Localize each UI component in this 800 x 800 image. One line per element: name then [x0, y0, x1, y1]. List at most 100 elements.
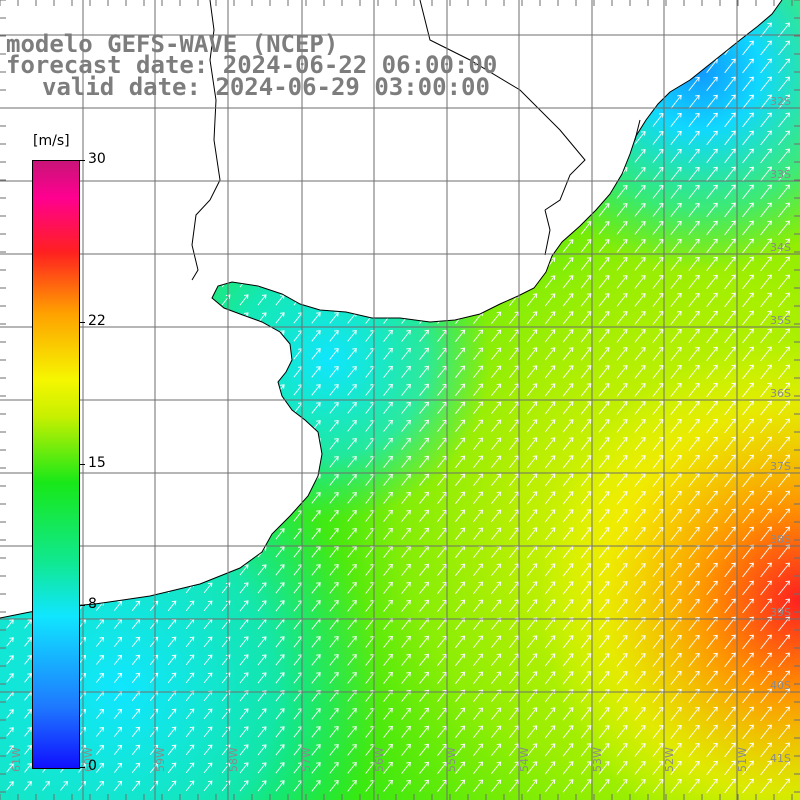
- wind-arrow: [455, 401, 466, 415]
- wind-arrow: [562, 509, 574, 523]
- wind-arrow: [275, 762, 285, 774]
- wind-arrow: [6, 133, 14, 143]
- wind-arrow: [526, 491, 538, 505]
- wind-arrow: [670, 400, 682, 415]
- wind-arrow: [24, 367, 32, 377]
- wind-arrow: [616, 131, 628, 145]
- wind-arrow: [688, 508, 700, 523]
- wind-arrow: [598, 455, 610, 469]
- wind-arrow: [526, 581, 538, 595]
- wind-arrow: [239, 636, 249, 648]
- wind-arrow: [616, 221, 628, 235]
- wind-arrow: [257, 654, 267, 666]
- wind-arrow: [311, 312, 321, 324]
- wind-arrow: [544, 329, 556, 343]
- wind-arrow: [562, 113, 574, 127]
- wind-arrow: [167, 762, 177, 774]
- wind-arrow: [24, 133, 32, 143]
- wind-arrow: [670, 580, 682, 595]
- wind-arrow: [508, 275, 520, 289]
- wind-arrow: [347, 636, 357, 648]
- wind-arrow: [455, 347, 466, 361]
- wind-arrow: [616, 599, 628, 613]
- wind-arrow: [203, 258, 213, 270]
- latitude-label: 38S: [770, 533, 791, 546]
- wind-arrow: [706, 40, 718, 55]
- wind-arrow: [580, 563, 592, 577]
- wind-arrow: [311, 492, 321, 504]
- wind-arrow: [401, 239, 411, 252]
- wind-arrow: [311, 582, 321, 594]
- wind-arrow: [311, 294, 321, 306]
- wind-arrow: [688, 454, 700, 469]
- coastline: [0, 0, 783, 619]
- wind-arrow: [383, 239, 393, 252]
- wind-arrow: [724, 706, 736, 722]
- wind-arrow: [114, 366, 123, 377]
- wind-arrow: [329, 564, 339, 576]
- wind-arrow: [239, 168, 249, 180]
- wind-arrow: [473, 563, 484, 577]
- wind-arrow: [490, 149, 502, 163]
- wind-arrow: [203, 330, 213, 342]
- wind-arrow: [275, 492, 285, 504]
- wind-arrow: [760, 490, 772, 506]
- wind-arrow: [24, 745, 32, 755]
- wind-arrow: [239, 420, 249, 432]
- wind-arrow: [706, 130, 718, 145]
- wind-arrow: [634, 419, 646, 433]
- wind-arrow: [724, 634, 736, 650]
- wind-arrow: [670, 508, 682, 523]
- wind-arrow: [203, 690, 213, 702]
- wind-arrow: [167, 600, 177, 612]
- wind-arrow: [293, 258, 303, 270]
- wind-arrow: [508, 41, 520, 55]
- wind-arrow: [526, 707, 538, 721]
- wind-arrow: [185, 546, 195, 558]
- wind-arrow: [257, 330, 267, 342]
- wind-arrow: [526, 185, 538, 199]
- wind-arrow: [580, 455, 592, 469]
- wind-arrow: [257, 240, 267, 252]
- wind-arrow: [347, 24, 357, 36]
- wind-arrow: [24, 529, 32, 539]
- wind-arrow: [185, 150, 195, 162]
- wind-arrow: [616, 257, 628, 271]
- wind-arrow: [688, 76, 700, 91]
- wind-arrow: [114, 654, 123, 665]
- wind-arrow: [652, 202, 664, 217]
- wind-arrow: [562, 635, 574, 649]
- wind-arrow: [293, 420, 303, 432]
- wind-arrow: [688, 562, 700, 577]
- wind-arrow: [508, 59, 520, 73]
- wind-arrow: [706, 364, 718, 379]
- wind-arrow: [616, 455, 628, 469]
- wind-arrow: [526, 221, 538, 235]
- wind-arrow: [221, 708, 231, 720]
- wind-arrow: [616, 239, 628, 253]
- wind-arrow: [742, 148, 754, 164]
- wind-arrow: [203, 150, 213, 162]
- wind-arrow: [490, 383, 502, 397]
- wind-arrow: [742, 634, 754, 650]
- wind-arrow: [24, 709, 32, 719]
- wind-arrow: [114, 384, 123, 395]
- wind-arrow: [383, 23, 393, 36]
- wind-arrow: [257, 726, 267, 738]
- wind-arrow: [508, 185, 520, 199]
- wind-arrow: [688, 40, 700, 55]
- wind-arrow: [383, 509, 393, 522]
- wind-arrow: [544, 383, 556, 397]
- wind-arrow: [706, 418, 718, 433]
- wind-arrow: [508, 221, 520, 235]
- wind-arrow: [419, 743, 430, 756]
- wind-arrow: [383, 365, 393, 378]
- wind-arrow: [455, 293, 466, 307]
- wind-arrow: [598, 653, 610, 667]
- latitude-label: 34S: [770, 241, 791, 254]
- wind-arrow: [419, 653, 430, 666]
- wind-arrow: [778, 526, 791, 542]
- wind-arrow: [131, 402, 141, 413]
- wind-arrow: [670, 274, 682, 289]
- wind-arrow: [490, 113, 502, 127]
